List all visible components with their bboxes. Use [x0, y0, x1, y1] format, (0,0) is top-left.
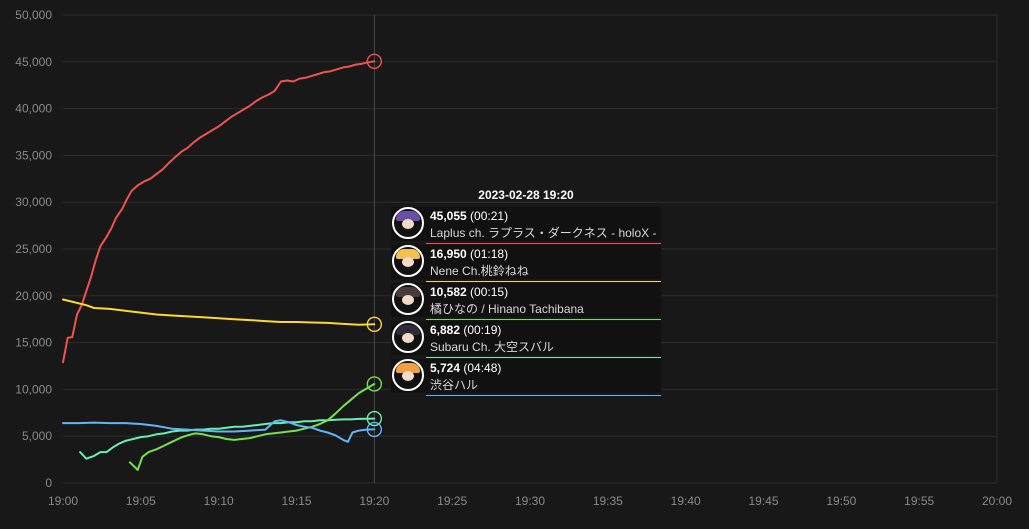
x-tick-label: 19:45 — [748, 494, 778, 508]
channel-avatar — [392, 359, 424, 391]
avatar-hair — [396, 211, 420, 221]
viewer-count-value: 45,055 — [430, 209, 467, 223]
hover-tooltip: 2023-02-28 19:20 45,055 (00:21) Laplus ch… — [391, 184, 661, 396]
channel-name: 橘ひなの / Hinano Tachibana — [430, 302, 584, 316]
channel-avatar — [392, 245, 424, 277]
series-marker-4 — [366, 376, 383, 392]
tooltip-row: 45,055 (00:21) Laplus ch. ラプラス・ダークネス - ho… — [391, 206, 661, 244]
series-line-4 — [128, 383, 376, 471]
channel-avatar — [392, 207, 424, 239]
x-tick-label: 19:50 — [826, 494, 856, 508]
stream-duration: (00:15) — [470, 285, 509, 299]
series-lines — [62, 60, 376, 471]
series-color-underline — [426, 281, 661, 282]
x-tick-label: 19:15 — [281, 494, 311, 508]
avatar-face — [402, 333, 414, 343]
viewer-count: 6,882 (00:19) — [430, 323, 501, 337]
viewer-count: 16,950 (01:18) — [430, 247, 508, 261]
series-color-underline — [426, 319, 661, 320]
x-tick-label: 19:05 — [126, 494, 156, 508]
avatar-face — [402, 371, 414, 381]
y-tick-label: 5,000 — [22, 429, 52, 443]
tooltip-card — [391, 245, 661, 279]
avatar-face — [402, 219, 414, 229]
viewer-count-value: 16,950 — [430, 247, 467, 261]
tooltip-row: 16,950 (01:18) Nene Ch.桃鈴ねね — [391, 244, 661, 282]
avatar-hair — [396, 363, 420, 373]
tooltip-card — [391, 321, 661, 355]
viewer-count: 45,055 (00:21) — [430, 209, 508, 223]
x-tick-label: 19:25 — [437, 494, 467, 508]
x-tick-label: 19:30 — [515, 494, 545, 508]
viewer-count-value: 10,582 — [430, 285, 467, 299]
tooltip-card — [391, 359, 661, 393]
y-tick-label: 25,000 — [15, 242, 52, 256]
stream-duration: (04:48) — [463, 361, 502, 375]
avatar-hair — [396, 287, 420, 297]
y-tick-label: 15,000 — [15, 336, 52, 350]
x-tick-label: 19:10 — [204, 494, 234, 508]
y-axis-ticks: 0 5,000 10,000 15,000 20,000 25,000 30,000 35,0… — [15, 8, 52, 490]
viewer-count: 10,582 (00:15) — [430, 285, 508, 299]
x-tick-label: 19:40 — [671, 494, 701, 508]
channel-avatar — [392, 321, 424, 353]
x-tick-label: 19:35 — [593, 494, 623, 508]
y-tick-label: 45,000 — [15, 55, 52, 69]
y-tick-label: 35,000 — [15, 148, 52, 162]
y-tick-label: 30,000 — [15, 195, 52, 209]
channel-avatar — [392, 283, 424, 315]
channel-name: 渋谷ハル — [430, 378, 479, 392]
viewer-count-value: 5,724 — [430, 361, 461, 375]
series-line-1 — [62, 60, 376, 364]
x-axis-ticks: 19:00 19:05 19:10 19:15 19:20 19:25 19:30 19:35… — [48, 494, 1012, 508]
series-marker-1 — [366, 53, 383, 69]
series-marker-5 — [366, 421, 383, 438]
y-tick-label: 0 — [45, 476, 52, 490]
stream-duration: (01:18) — [470, 247, 509, 261]
series-line-3 — [79, 417, 376, 460]
x-tick-label: 20:00 — [982, 494, 1012, 508]
y-tick-label: 50,000 — [15, 8, 52, 22]
viewer-count: 5,724 (04:48) — [430, 361, 501, 375]
series-marker-3 — [366, 410, 383, 427]
x-tick-label: 19:55 — [904, 494, 934, 508]
channel-name: Subaru Ch. 大空スバル — [430, 340, 555, 354]
avatar-face — [402, 295, 414, 305]
series-color-underline — [426, 357, 661, 358]
x-tick-label: 19:20 — [359, 494, 389, 508]
viewer-count-value: 6,882 — [430, 323, 461, 337]
stream-duration: (00:19) — [463, 323, 502, 337]
channel-name: Nene Ch.桃鈴ねね — [430, 264, 529, 278]
tooltip-card — [391, 207, 661, 241]
tooltip-date: 2023-02-28 19:20 — [478, 188, 574, 202]
avatar-hair — [396, 325, 420, 335]
y-tick-label: 40,000 — [15, 102, 52, 116]
tooltip-rows: 45,055 (00:21) Laplus ch. ラプラス・ダークネス - ho… — [391, 206, 661, 396]
tooltip-row: 10,582 (00:15) 橘ひなの / Hinano Tachibana — [391, 282, 661, 320]
tooltip-row: 6,882 (00:19) Subaru Ch. 大空スバル — [391, 320, 661, 358]
avatar-face — [402, 257, 414, 267]
y-tick-label: 20,000 — [15, 289, 52, 303]
x-tick-label: 19:00 — [48, 494, 78, 508]
channel-name: Laplus ch. ラプラス・ダークネス - holoX - — [430, 226, 657, 240]
series-color-underline — [426, 243, 661, 244]
hover-markers — [366, 53, 383, 438]
series-marker-2 — [366, 316, 383, 333]
series-color-underline — [426, 395, 661, 396]
avatar-hair — [396, 249, 420, 259]
y-tick-label: 10,000 — [15, 382, 52, 396]
series-line-5 — [62, 419, 376, 443]
series-line-2 — [62, 298, 376, 326]
stream-duration: (00:21) — [470, 209, 509, 223]
tooltip-card — [391, 283, 661, 317]
tooltip-row: 5,724 (04:48) 渋谷ハル — [391, 358, 661, 396]
